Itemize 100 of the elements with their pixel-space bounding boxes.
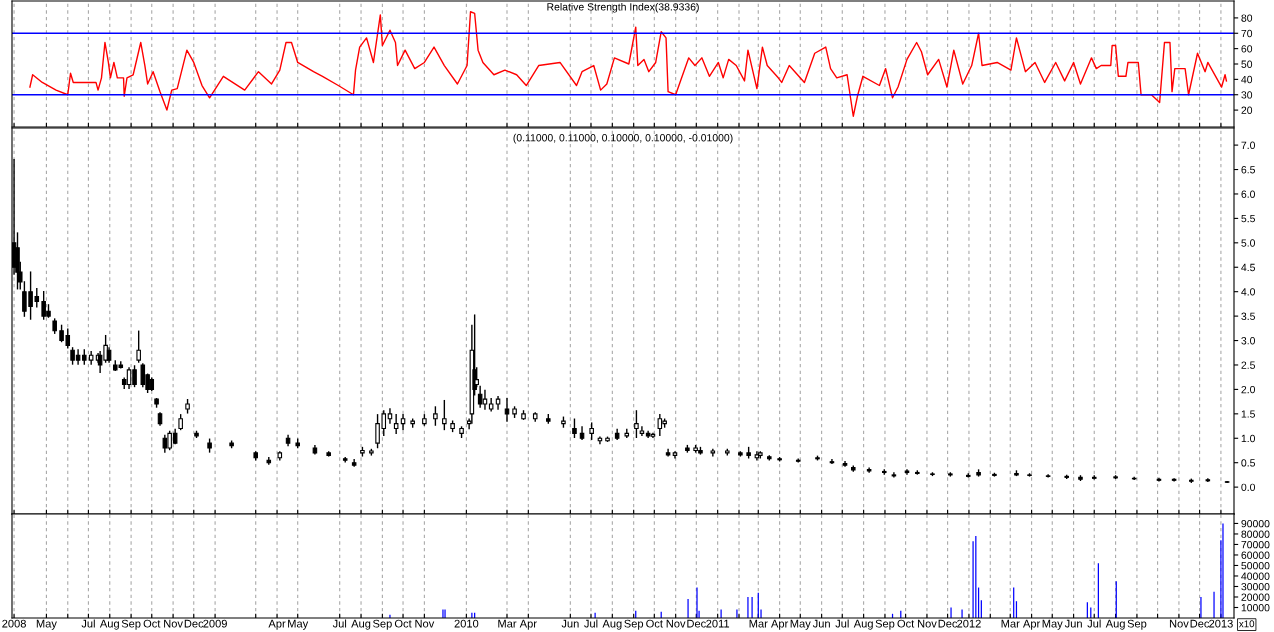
x-tick-label: 2010 — [454, 619, 479, 628]
y-tick-label: 0.5 — [1241, 459, 1255, 467]
y-tick-label: 70000 — [1241, 540, 1270, 549]
x-tick-label: May — [790, 619, 811, 630]
x-tick-label: Sep — [121, 619, 141, 630]
y-tick-label: 40000 — [1241, 572, 1270, 580]
candlestick — [579, 426, 585, 440]
x-tick-label: Mar — [498, 619, 517, 628]
y-tick-label: 4.0 — [1241, 288, 1256, 296]
x-tick-label: Jul — [332, 619, 347, 628]
y-tick-label: 30000 — [1241, 582, 1270, 591]
x-tick-label: Aug — [351, 619, 371, 630]
candlestick — [387, 408, 393, 424]
y-tick-label: 40 — [1241, 75, 1253, 84]
y-tick-label: 20 — [1241, 106, 1253, 114]
y-tick-label: 80 — [1241, 14, 1253, 22]
x-tick-label: Jun — [812, 619, 830, 628]
x-tick-label: Apr — [1022, 619, 1041, 630]
x-tick-label: Aug — [99, 619, 119, 630]
candlestick — [495, 396, 501, 410]
x-tick-label: Nov — [1169, 619, 1189, 628]
y-tick-label: 6.0 — [1241, 190, 1256, 198]
x-tick-label: Nov — [164, 619, 183, 628]
candlestick — [393, 414, 399, 435]
candlestick — [400, 414, 406, 431]
x-tick-label: Oct — [897, 619, 915, 628]
x-tick-label: 2011 — [706, 619, 730, 628]
y-tick-label: 50 — [1241, 60, 1253, 68]
candlestick — [1205, 478, 1211, 482]
y-tick-label: 70 — [1241, 29, 1253, 38]
y-tick-label: 2.0 — [1241, 385, 1256, 394]
candlestick — [140, 363, 146, 388]
candlestick — [504, 397, 510, 422]
y-tick-label: 30 — [1241, 91, 1253, 99]
line-series — [29, 11, 1228, 117]
x-tick-label: Oct — [646, 619, 663, 628]
x-tick-label: Jul — [835, 619, 849, 628]
candlestick — [482, 389, 488, 410]
candlestick — [866, 467, 872, 473]
y-tick-label: 7.0 — [1241, 141, 1256, 149]
x-tick-label: Apr — [519, 619, 537, 630]
text: (0.11000, 0.11000, 0.10000, 0.10000, -0.01000) — [513, 133, 733, 144]
x-tick-label: May — [1042, 619, 1063, 630]
y-tick-label: 80000 — [1241, 530, 1270, 538]
candlestick — [442, 399, 447, 431]
y-tick-label: 60 — [1241, 45, 1253, 53]
x-tick-label: Dec — [938, 619, 958, 628]
y-tick-label: 3.5 — [1241, 312, 1255, 320]
x-tick-label: Jul — [81, 619, 95, 628]
y-tick-label: 20000 — [1241, 593, 1270, 601]
candlestick — [639, 426, 645, 437]
candlestick — [657, 414, 663, 437]
x-tick-label: Dec — [687, 619, 706, 628]
x-tick-label: Apr — [771, 619, 789, 630]
x-tick-label: Aug — [602, 619, 622, 630]
candlestick — [136, 330, 141, 363]
candlestick — [88, 351, 94, 365]
y-tick-label: 5.0 — [1241, 239, 1256, 247]
x-tick-label: Mar — [749, 619, 768, 628]
y-tick-label: 10000 — [1241, 604, 1270, 612]
x-tick-label: Aug — [1105, 619, 1125, 630]
x-tick-label: Dec — [1190, 619, 1210, 628]
candlestick — [1045, 474, 1051, 478]
x-tick-label: Dec — [184, 619, 204, 628]
x-tick-label: 2009 — [203, 619, 227, 628]
x-tick-label: Aug — [853, 619, 873, 630]
x-tick-label: Oct — [143, 619, 161, 628]
y-tick-label: 4.5 — [1241, 263, 1255, 272]
x-tick-label: Nov — [917, 619, 937, 628]
candlestick — [477, 385, 483, 408]
candlestick — [572, 418, 577, 438]
x-tick-label: Apr — [268, 619, 286, 630]
x-tick-label: Nov — [666, 619, 686, 628]
x-tick-label: Nov — [415, 619, 435, 628]
y-tick-label: 1.0 — [1241, 434, 1256, 443]
x-tick-label: 2012 — [957, 619, 981, 628]
x-tick-label: Jun — [561, 619, 579, 628]
candlestick — [904, 469, 910, 475]
x-tick-label: May — [288, 619, 309, 630]
x-tick-label: Jul — [1087, 619, 1101, 628]
x-tick-label: Sep — [875, 619, 895, 630]
y-tick-label: 6.5 — [1241, 166, 1255, 174]
candlestick — [842, 461, 848, 467]
x-tick-label: 2008 — [2, 619, 26, 628]
y-tick-label: 90000 — [1241, 519, 1270, 528]
x-tick-label: Sep — [624, 619, 644, 630]
x-tick-label: May — [36, 619, 57, 630]
x-tick-label: Jun — [1064, 619, 1082, 628]
candlestick — [891, 472, 897, 478]
y-tick-label: 0.0 — [1241, 483, 1256, 491]
text: x10 — [1239, 620, 1255, 628]
candlestick — [672, 451, 678, 459]
x-tick-label: 2013 — [1209, 619, 1233, 628]
x-tick-label: Jul — [584, 619, 598, 628]
y-tick-label: 3.0 — [1241, 337, 1256, 345]
y-tick-label: 1.5 — [1241, 410, 1255, 418]
x-tick-label: Sep — [373, 619, 392, 630]
chart-title: Relative Strength Index(38.9336) — [547, 2, 699, 13]
y-tick-label: 50000 — [1241, 561, 1270, 570]
candlestick — [634, 410, 639, 438]
